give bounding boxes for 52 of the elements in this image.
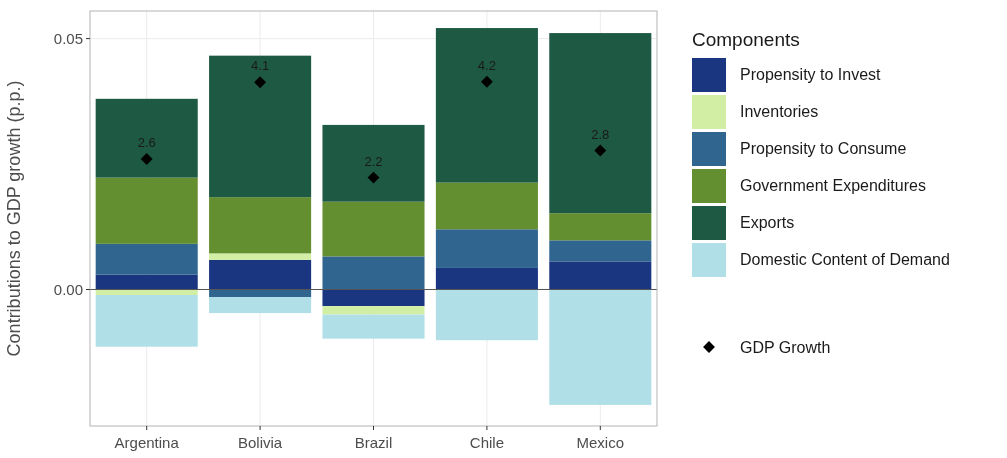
bar <box>95 98 198 178</box>
annotation: 2.8 <box>591 126 610 142</box>
bar <box>95 274 198 290</box>
bar <box>549 240 652 262</box>
y-tick-label: 0.05 <box>53 29 83 47</box>
annotation: 2.2 <box>364 153 383 169</box>
bar <box>95 177 198 244</box>
legend-label: Propensity to Invest <box>740 66 882 83</box>
y-tick-label: 0.00 <box>53 280 83 298</box>
x-tick-label: Chile <box>469 434 504 451</box>
bar <box>435 289 538 341</box>
bar <box>95 295 198 347</box>
bar <box>322 314 425 339</box>
bar <box>549 289 652 405</box>
legend-label: Government Expenditures <box>740 177 926 194</box>
legend-label: GDP Growth <box>740 339 831 356</box>
bar <box>549 261 652 290</box>
annotation: 4.2 <box>477 57 496 73</box>
bar <box>322 306 425 315</box>
bar <box>549 33 652 214</box>
bar <box>209 253 312 260</box>
legend-label: Exports <box>740 214 795 231</box>
legend-title: Components <box>692 29 800 50</box>
legend-label: Propensity to Consume <box>740 140 907 157</box>
bar <box>435 267 538 290</box>
x-tick-label: Bolivia <box>238 434 283 451</box>
point <box>367 171 380 184</box>
bar <box>435 28 538 183</box>
bar <box>322 256 425 290</box>
bar <box>435 229 538 268</box>
bar <box>209 259 312 290</box>
annotation: 2.6 <box>137 135 156 151</box>
point <box>254 76 267 89</box>
bar <box>95 243 198 275</box>
x-tick-label: Brazil <box>354 434 393 451</box>
bar <box>322 201 425 257</box>
x-tick-label: Argentina <box>114 434 180 451</box>
bar <box>435 182 538 230</box>
point <box>594 144 607 157</box>
y-axis-title: Contributions to GDP growth (p.p.) <box>4 80 24 357</box>
bar <box>209 297 312 314</box>
bar <box>209 55 312 198</box>
legend-label: Domestic Content of Demand <box>740 251 950 268</box>
point <box>140 153 153 165</box>
bar <box>549 213 652 241</box>
x-tick-label: Mexico <box>576 434 625 451</box>
legend-label: Inventories <box>740 103 819 120</box>
annotation: 4.1 <box>251 58 270 74</box>
bar <box>322 124 425 202</box>
point <box>480 75 493 88</box>
bar <box>209 197 312 254</box>
bar <box>322 289 425 307</box>
